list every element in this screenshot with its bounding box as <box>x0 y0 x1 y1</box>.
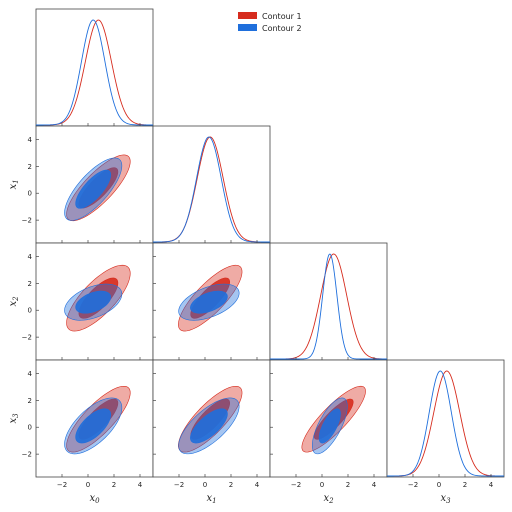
panel-0-0 <box>35 8 154 127</box>
contour-inner-x1-x3-series-1 <box>190 408 228 444</box>
x-tick-label-0-1: 0 <box>86 481 90 489</box>
legend-swatch-contour-1 <box>238 12 257 19</box>
x-tick-label-3-0: −2 <box>408 481 418 489</box>
y-axis-label-x3: x3 <box>8 413 20 424</box>
contour-inner-x0-x3-series-1 <box>75 408 112 444</box>
y-tick-label-2-0: −2 <box>22 334 32 342</box>
y-tick-label-2-2: 2 <box>28 280 32 288</box>
x-axis-label-x0: x0 <box>89 493 100 505</box>
x-tick-label-3-1: 0 <box>437 481 441 489</box>
panel-1-1 <box>152 125 271 244</box>
contour-inner-x0-x1-series-1 <box>75 169 112 209</box>
legend-label-contour-2: Contour 2 <box>262 24 302 33</box>
marginal-curve-x2-series-1 <box>270 253 387 360</box>
x-tick-label-2-0: −2 <box>291 481 301 489</box>
y-tick-label-1-1: 0 <box>28 190 32 198</box>
marginal-curve-x3-series-1 <box>387 370 504 477</box>
y-tick-label-3-0: −2 <box>22 451 32 459</box>
x-axis-label-x1: x1 <box>206 493 216 505</box>
marginal-curve-x0-series-1 <box>36 19 153 126</box>
x-tick-label-2-1: 0 <box>320 481 324 489</box>
marginal-curve-x1-series-1 <box>153 136 270 243</box>
panel-2-2 <box>269 242 388 361</box>
x-tick-label-0-2: 2 <box>112 481 116 489</box>
panel-3-3 <box>386 359 505 478</box>
y-tick-label-3-2: 2 <box>28 397 32 405</box>
y-axis-label-x2: x2 <box>8 296 20 307</box>
x-tick-label-1-2: 2 <box>229 481 233 489</box>
legend-label-contour-1: Contour 1 <box>262 12 302 21</box>
y-tick-label-3-1: 0 <box>28 424 32 432</box>
legend-swatch-contour-2 <box>238 24 257 31</box>
y-tick-label-2-1: 0 <box>28 307 32 315</box>
x-tick-label-0-0: −2 <box>57 481 67 489</box>
panels-layer: −2 0 2 4 −2 0 2 4 −2 0 2 4 −2 0 2 4 −2 0 2 4 −2 0 2 4 −2 0 2 4 x0 x1 x… <box>8 8 505 505</box>
x-tick-label-2-2: 2 <box>346 481 350 489</box>
y-axis-label-x1: x1 <box>8 179 20 189</box>
y-tick-label-1-3: 4 <box>28 136 33 144</box>
y-tick-label-3-3: 4 <box>28 370 33 378</box>
x-axis-label-x2: x2 <box>323 493 334 505</box>
x-tick-label-3-2: 2 <box>463 481 467 489</box>
legend: Contour 1 Contour 2 <box>238 12 302 33</box>
x-tick-label-3-3: 4 <box>489 481 494 489</box>
contour-inner-x2-x3-series-1 <box>318 408 341 444</box>
x-tick-label-1-1: 0 <box>203 481 207 489</box>
contour-inner-x0-x2-series-1 <box>75 290 112 314</box>
x-tick-label-0-3: 4 <box>138 481 143 489</box>
x-tick-label-1-0: −2 <box>174 481 184 489</box>
x-axis-label-x3: x3 <box>440 493 451 505</box>
y-tick-label-2-3: 4 <box>28 253 33 261</box>
y-tick-label-1-0: −2 <box>22 217 32 225</box>
y-tick-label-1-2: 2 <box>28 163 32 171</box>
x-tick-label-1-3: 4 <box>255 481 260 489</box>
x-tick-label-2-3: 4 <box>372 481 377 489</box>
contour-inner-x1-x2-series-1 <box>190 290 228 314</box>
